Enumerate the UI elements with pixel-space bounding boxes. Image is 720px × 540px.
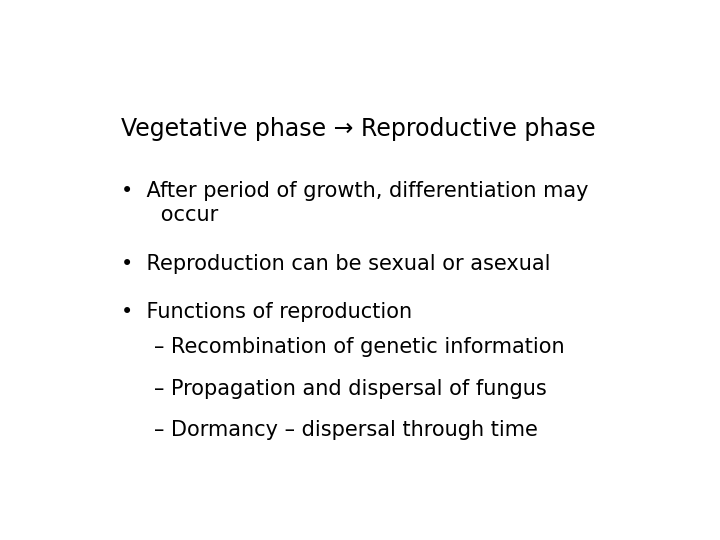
Text: •  Functions of reproduction: • Functions of reproduction: [121, 302, 412, 322]
Text: •  After period of growth, differentiation may
      occur: • After period of growth, differentiatio…: [121, 181, 588, 225]
Text: – Propagation and dispersal of fungus: – Propagation and dispersal of fungus: [154, 379, 547, 399]
Text: – Dormancy – dispersal through time: – Dormancy – dispersal through time: [154, 420, 538, 440]
Text: •  Reproduction can be sexual or asexual: • Reproduction can be sexual or asexual: [121, 254, 550, 274]
Text: – Recombination of genetic information: – Recombination of genetic information: [154, 337, 564, 357]
Text: Vegetative phase → Reproductive phase: Vegetative phase → Reproductive phase: [121, 117, 595, 141]
